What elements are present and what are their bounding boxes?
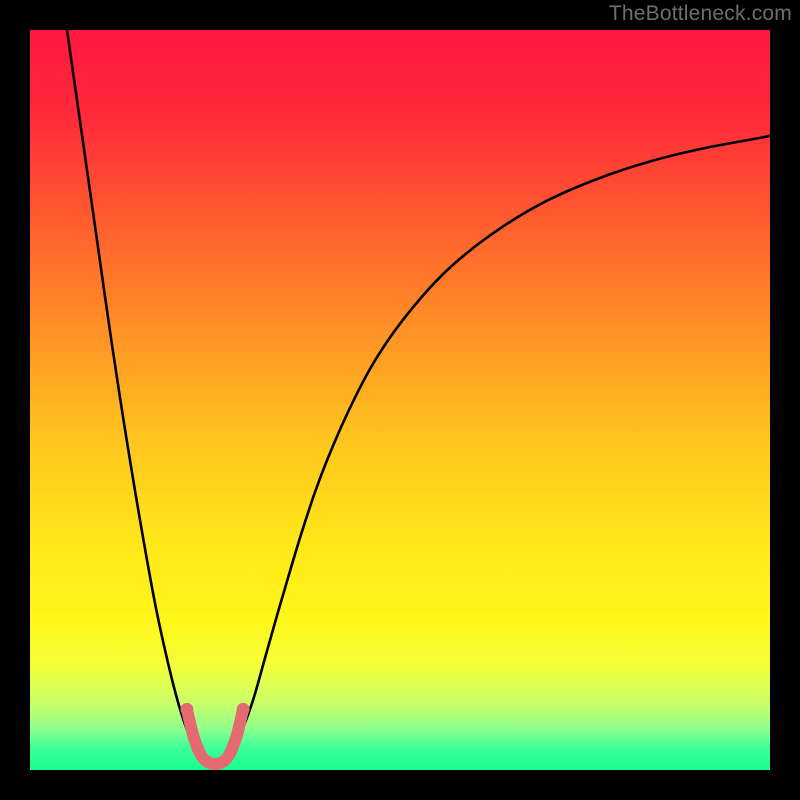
valley-marker-dot-right (237, 703, 250, 716)
bottleneck-curve (67, 30, 770, 766)
valley-marker-dot-left (180, 703, 193, 716)
plot-overlay-svg (30, 30, 770, 770)
figure-root: TheBottleneck.com (0, 0, 800, 800)
watermark-text: TheBottleneck.com (609, 2, 792, 26)
valley-marker-path (187, 709, 243, 764)
plot-area (30, 30, 770, 770)
